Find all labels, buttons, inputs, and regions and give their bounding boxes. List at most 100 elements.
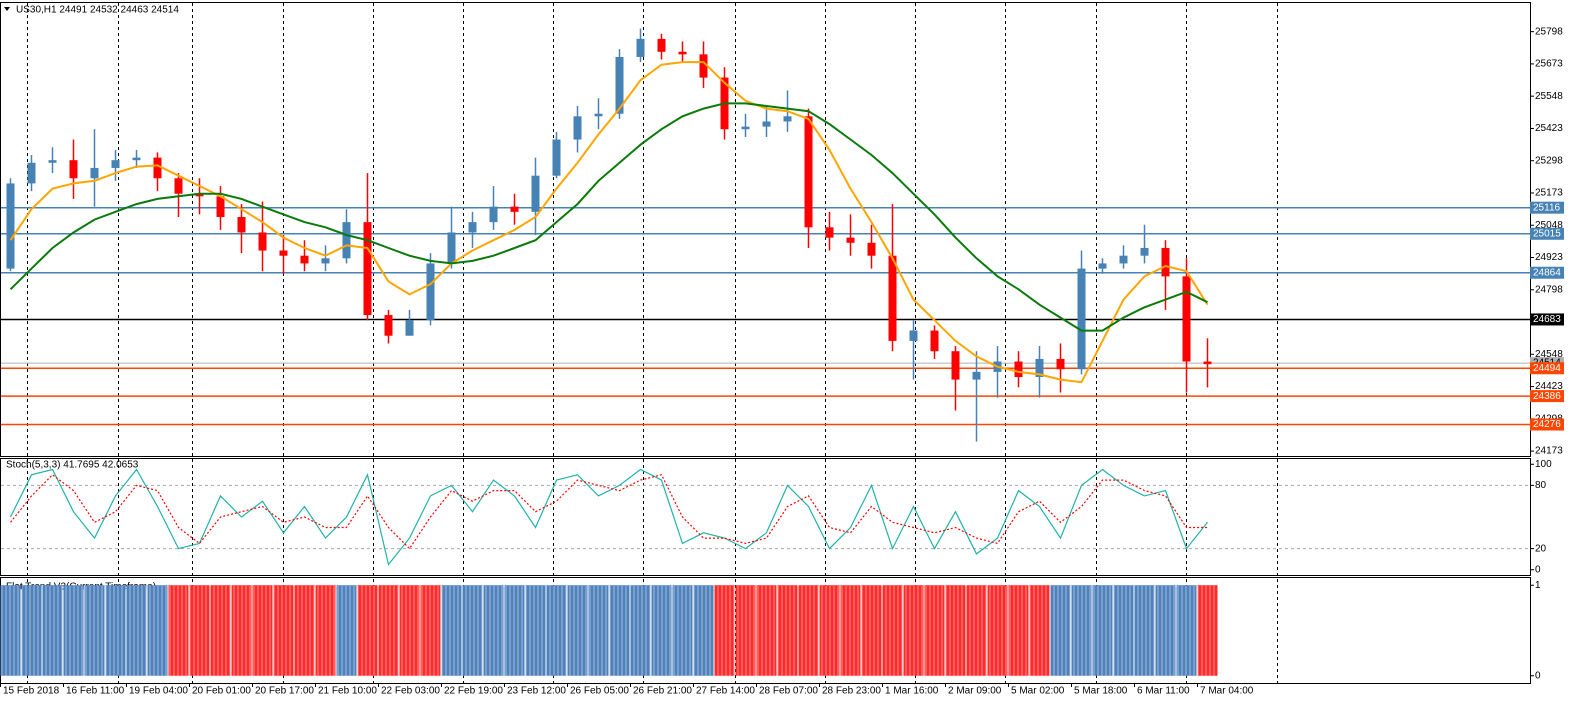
candle-body xyxy=(615,56,624,114)
x-tick-label: 27 Feb 14:00 xyxy=(696,686,755,697)
x-tick-label: 26 Feb 21:00 xyxy=(633,686,692,697)
trend-bar xyxy=(1197,585,1218,676)
candle-body xyxy=(6,183,15,269)
level-label-box xyxy=(1530,227,1564,240)
level-label-box xyxy=(1530,266,1564,279)
candle-body xyxy=(489,206,498,223)
candle-body xyxy=(867,242,876,256)
x-tick-label: 20 Feb 01:00 xyxy=(192,686,251,697)
trend-bar xyxy=(945,585,966,676)
y-tick-label: 25423 xyxy=(1535,123,1563,134)
y-tick-label: 0 xyxy=(1535,564,1541,575)
candle-body xyxy=(699,54,708,78)
trend-bar xyxy=(336,585,357,676)
trend-bar xyxy=(462,585,483,676)
trend-bar xyxy=(546,585,567,676)
y-tick-label: 100 xyxy=(1535,459,1552,470)
candle-body xyxy=(300,255,309,264)
trend-bar xyxy=(819,585,840,676)
title-triangle xyxy=(4,7,10,11)
candle-body xyxy=(27,162,36,184)
candle-body xyxy=(321,258,330,264)
candle-body xyxy=(888,255,897,341)
x-tick-label: 28 Feb 23:00 xyxy=(822,686,881,697)
x-tick-label: 6 Mar 11:00 xyxy=(1137,686,1190,697)
candle-body xyxy=(636,38,645,57)
trend-bar xyxy=(420,585,441,676)
x-tick-label: 19 Feb 04:00 xyxy=(129,686,188,697)
level-label: 24683 xyxy=(1533,314,1561,325)
candle-body xyxy=(951,351,960,380)
trend-bar xyxy=(609,585,630,676)
y-tick-label: 20 xyxy=(1535,543,1547,554)
x-tick-label: 2 Mar 09:00 xyxy=(948,686,1002,697)
trend-bar xyxy=(735,585,756,676)
candle-body xyxy=(930,330,939,352)
candle-body xyxy=(90,167,99,179)
candle-body xyxy=(1098,263,1107,269)
candle-body xyxy=(741,126,750,130)
candle-body xyxy=(531,175,540,212)
level-label-box xyxy=(1530,313,1564,326)
trend-bar xyxy=(378,585,399,676)
trend-bar xyxy=(1050,585,1071,676)
vertical-grid xyxy=(27,3,1278,683)
trend-bar xyxy=(0,585,21,676)
trend-bar xyxy=(315,585,336,676)
candle-body xyxy=(825,227,834,238)
candle-body xyxy=(510,206,519,212)
candle-body xyxy=(762,121,771,127)
x-tick-label: 23 Feb 12:00 xyxy=(507,686,566,697)
trend-bar xyxy=(651,585,672,676)
trend-bar xyxy=(1176,585,1197,676)
trend-bar xyxy=(483,585,504,676)
y-tick-label: 25673 xyxy=(1535,59,1563,70)
trend-bar xyxy=(714,585,735,676)
candle-body xyxy=(1140,247,1149,256)
trend-bar xyxy=(273,585,294,676)
candle-body xyxy=(1056,358,1065,370)
level-label: 24864 xyxy=(1533,267,1561,278)
y-tick-label: 24548 xyxy=(1535,349,1563,360)
candle-body xyxy=(447,232,456,264)
x-tick-label: 5 Mar 18:00 xyxy=(1074,686,1128,697)
candle-body xyxy=(1014,361,1023,378)
trend-bar xyxy=(504,585,525,676)
candle-body xyxy=(426,263,435,321)
level-label: 25116 xyxy=(1533,202,1561,213)
y-tick-label: 0 xyxy=(1535,670,1541,681)
x-tick-label: 5 Mar 02:00 xyxy=(1011,686,1065,697)
candle-body xyxy=(1077,268,1086,370)
candle-body xyxy=(468,222,477,233)
trend-bar xyxy=(987,585,1008,676)
trend-bar xyxy=(567,585,588,676)
level-label-box xyxy=(1530,390,1564,403)
candle-body xyxy=(342,222,351,259)
candle-body xyxy=(594,113,603,117)
x-tick-label: 15 Feb 2018 xyxy=(3,686,60,697)
trend-bar xyxy=(588,585,609,676)
trend-bar xyxy=(84,585,105,676)
level-label: 24276 xyxy=(1533,419,1561,430)
candle-body xyxy=(972,371,981,380)
x-tick-label: 21 Feb 10:00 xyxy=(318,686,377,697)
candle-body xyxy=(48,160,57,163)
y-tick-label: 25548 xyxy=(1535,91,1563,102)
candle-body xyxy=(195,193,204,197)
candle-body xyxy=(657,38,666,52)
level-label: 24386 xyxy=(1533,391,1561,402)
y-tick-label: 25173 xyxy=(1535,188,1563,199)
candle-body xyxy=(909,330,918,341)
candle-body xyxy=(405,320,414,336)
trend-bar xyxy=(798,585,819,676)
stoch-pane-border xyxy=(0,458,1531,576)
candle-body xyxy=(804,116,813,228)
x-tick-label: 28 Feb 07:00 xyxy=(759,686,818,697)
trend-bar xyxy=(1092,585,1113,676)
candle-body xyxy=(384,315,393,336)
y-tick-label: 24798 xyxy=(1535,284,1563,295)
trend-bar xyxy=(147,585,168,676)
x-tick-label: 26 Feb 05:00 xyxy=(570,686,629,697)
moving-average xyxy=(9,61,1209,384)
